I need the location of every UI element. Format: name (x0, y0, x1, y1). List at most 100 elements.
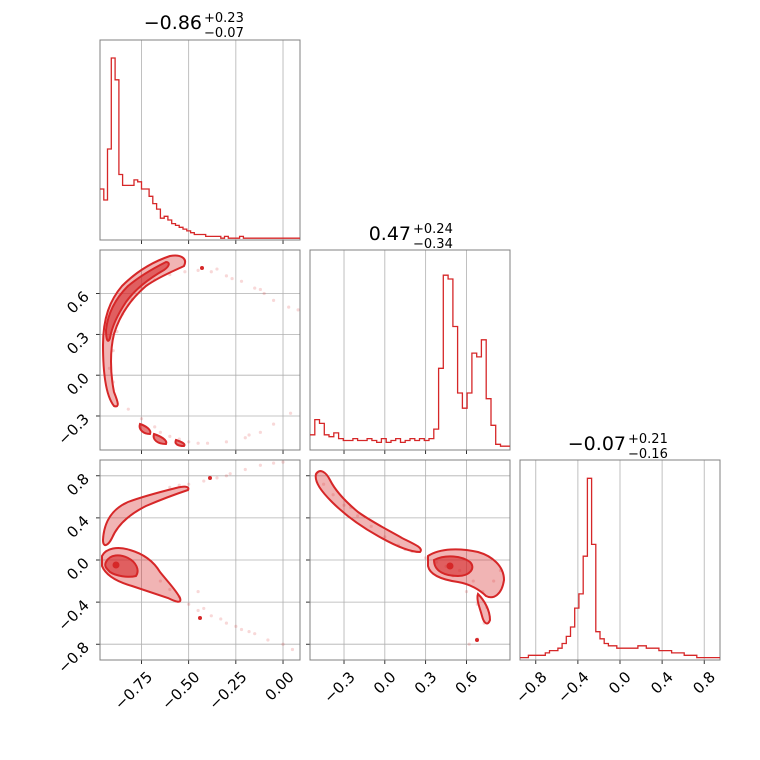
title-param-0: −0.86 +0.23 −0.07 (144, 11, 244, 41)
scatter-point (168, 434, 172, 438)
scatter-point (215, 267, 219, 271)
scatter-point (281, 642, 285, 646)
contour-dot (208, 476, 212, 480)
scatter-point (258, 463, 262, 467)
x-tick-label: 0.6 (452, 668, 482, 698)
histogram-step-line (310, 274, 510, 447)
scatter-point (296, 308, 300, 312)
scatter-point (177, 483, 181, 487)
contour-dot (475, 638, 479, 642)
scatter-point (239, 627, 244, 632)
scatter-point (243, 467, 247, 472)
scatter-point (271, 422, 276, 426)
scatter-point (153, 425, 157, 429)
title-minus-1: −0.34 (413, 237, 453, 252)
contour-peak (446, 562, 454, 570)
scatter-point (262, 291, 266, 296)
scatter-point (168, 587, 172, 592)
scatter-point (464, 589, 469, 594)
scatter-point (271, 298, 276, 302)
scatter-point (115, 330, 119, 334)
x-tick-label: −0.50 (158, 668, 203, 713)
scatter-point (196, 441, 200, 445)
panel-frame (99, 39, 301, 241)
panel-frame (99, 249, 301, 451)
scatter-point (183, 270, 187, 274)
scatter-point (202, 606, 206, 611)
scatter-point (196, 268, 200, 273)
histogram-step-line (520, 477, 720, 659)
scatter-point (168, 485, 172, 489)
scatter-point (342, 503, 346, 507)
histogram-step-line (100, 57, 300, 239)
title-param-1: 0.47 +0.24 −0.34 (369, 222, 453, 252)
scatter-point (209, 270, 213, 274)
scatter-contour-param-1-vs-param-2 (306, 459, 511, 664)
scatter-point (281, 460, 285, 464)
panel-frame (309, 249, 511, 451)
scatter-contour-param-0-vs-param-1 (96, 249, 301, 454)
scatter-point (253, 632, 257, 636)
y-tick-label: 0.3 (63, 328, 93, 358)
x-tick-label: −0.4 (554, 668, 592, 706)
title-plus-1: +0.24 (413, 222, 453, 237)
title-value-2: −0.07 (568, 433, 626, 455)
title-value-1: 0.47 (369, 223, 411, 245)
title-value-0: −0.86 (144, 12, 202, 34)
x-tick-label: 0.4 (647, 668, 677, 698)
scatter-point (158, 579, 162, 583)
scatter-point (247, 433, 251, 437)
scatter-point (224, 621, 229, 625)
contour-dot (200, 266, 204, 270)
scatter-point (471, 579, 475, 583)
y-tick-label: 0.4 (63, 512, 93, 542)
title-plus-2: +0.21 (628, 432, 668, 447)
title-minus-2: −0.16 (628, 447, 668, 462)
scatter-point (187, 440, 191, 444)
title-param-2: −0.07 +0.21 −0.16 (568, 432, 668, 462)
contour-peak (112, 561, 120, 569)
contour-upper-arm (101, 485, 190, 546)
panel-frame (99, 459, 301, 661)
scatter-point (139, 417, 144, 421)
scatter-point (187, 602, 191, 606)
scatter-point (467, 642, 471, 646)
scatter-point (224, 474, 229, 478)
title-minus-0: −0.07 (204, 26, 244, 41)
x-tick-label: −0.3 (320, 668, 358, 706)
scatter-point (266, 638, 270, 642)
scatter-point (224, 440, 229, 444)
scatter-point (196, 608, 200, 613)
scatter-point (356, 514, 360, 518)
scatter-point (187, 482, 191, 486)
scatter-point (492, 579, 496, 583)
x-tick-label: 0.8 (689, 668, 719, 698)
scatter-point (209, 614, 213, 618)
scatter-point (258, 430, 262, 434)
panel-frame (309, 459, 511, 661)
x-tick-label: 0.00 (261, 668, 297, 704)
scatter-point (383, 535, 387, 539)
y-tick-label: −0.4 (54, 596, 92, 634)
scatter-point (205, 441, 210, 445)
scatter-point (215, 476, 219, 480)
scatter-point (228, 472, 232, 476)
scatter-point (230, 276, 234, 281)
scatter-point (111, 349, 115, 353)
scatter-point (243, 436, 247, 440)
y-tick-label: 0.8 (63, 470, 93, 500)
scatter-point (234, 624, 238, 628)
x-tick-label: 0.0 (605, 668, 635, 698)
title-plus-0: +0.23 (204, 11, 244, 26)
scatter-point (247, 629, 251, 634)
x-tick-label: 0.0 (370, 668, 400, 698)
histogram-param-1 (309, 249, 511, 454)
scatter-point (258, 287, 262, 292)
scatter-point (322, 482, 326, 486)
scatter-point (424, 556, 428, 560)
scatter-points (101, 460, 295, 652)
contour-inner (104, 554, 139, 578)
scatter-point (290, 647, 295, 652)
scatter-point (287, 305, 291, 309)
